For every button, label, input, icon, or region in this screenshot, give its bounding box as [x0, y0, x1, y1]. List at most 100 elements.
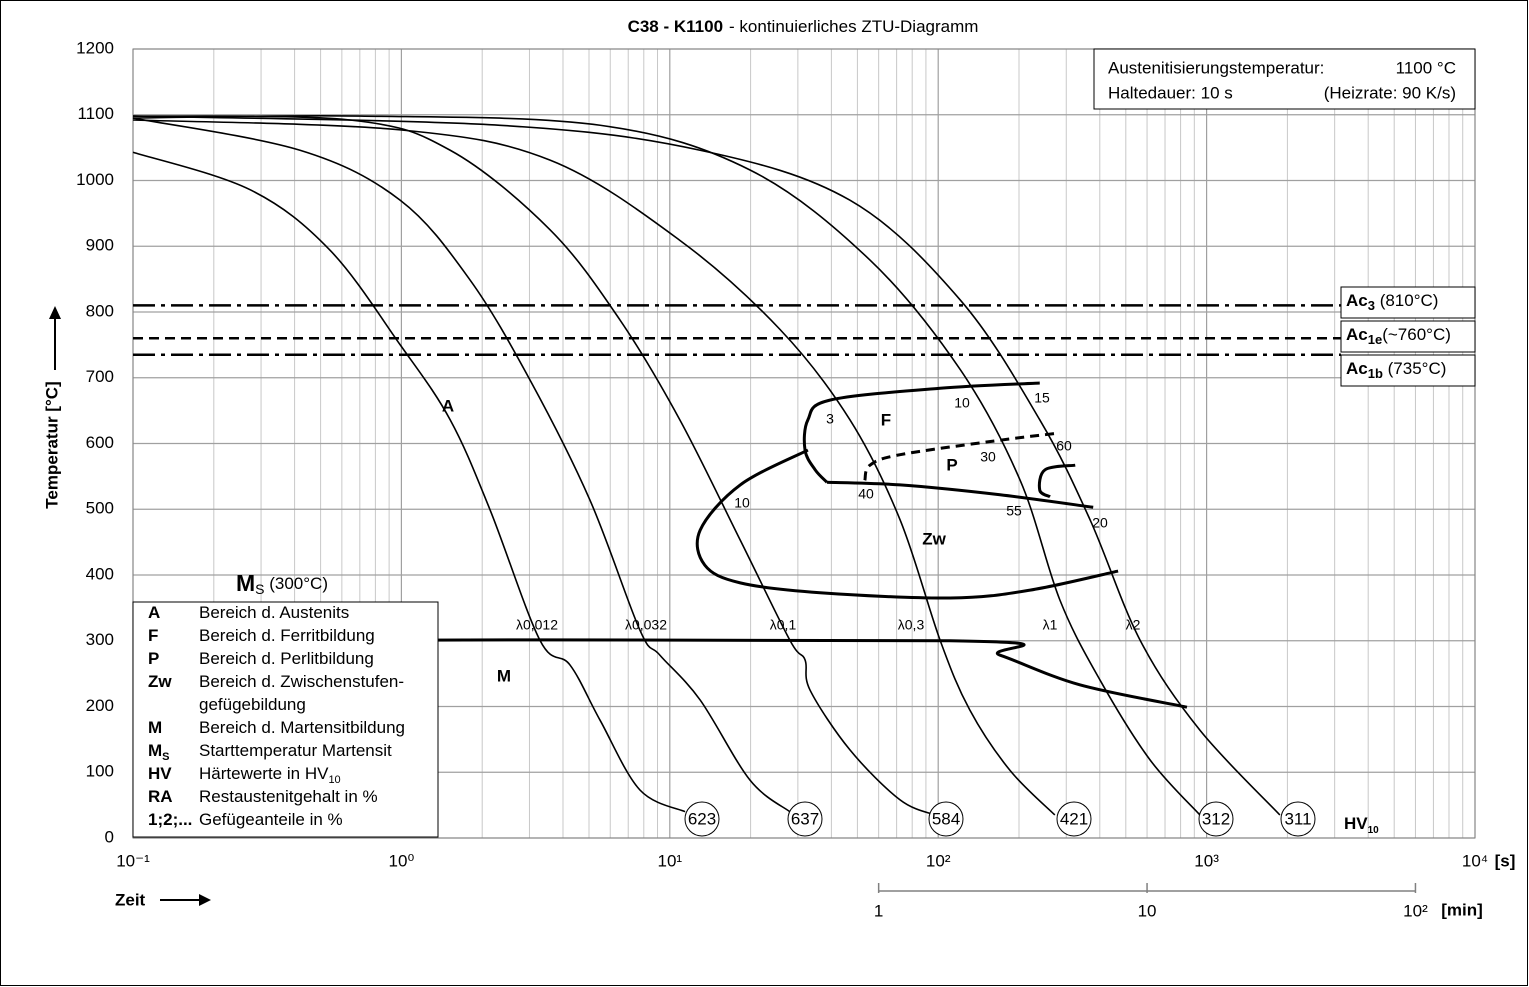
hardness-circle	[928, 801, 964, 837]
info-text: Austenitisierungstemperatur:	[1108, 58, 1324, 77]
legend-key: A	[148, 603, 160, 622]
legend-key-part: RA	[148, 787, 173, 806]
hardness-value: 637	[791, 809, 819, 828]
legend-key-part: HV	[148, 764, 172, 783]
info-text: Haltedauer: 10 s	[1108, 83, 1233, 102]
ms-label-part: S	[255, 581, 264, 597]
phase-label: 40	[858, 486, 874, 502]
legend-text: Gefügeanteile in %	[199, 810, 343, 829]
ac-box	[1340, 320, 1476, 353]
hardness-circle	[1056, 801, 1092, 837]
legend-text: gefügebildung	[199, 695, 306, 714]
legend-key-part: M	[148, 741, 162, 760]
legend-text-part: Bereich d. Perlitbildung	[199, 649, 374, 668]
ac-label-part: (~760°C)	[1382, 325, 1451, 344]
region-label: P	[946, 455, 957, 474]
legend-key: M	[148, 718, 162, 737]
legend-key-part: S	[162, 751, 169, 763]
legend-key-part: Zw	[148, 672, 172, 691]
y-tick-label: 300	[86, 630, 114, 649]
phase-label: 60	[1056, 438, 1072, 454]
legend-key: RA	[148, 787, 173, 806]
phase-label: 20	[1092, 515, 1108, 531]
ac-label-part: 1b	[1368, 366, 1383, 381]
phase-label: 3	[826, 411, 834, 427]
legend-key-part: M	[148, 718, 162, 737]
cooling-curve	[132, 115, 936, 816]
legend-text: Bereich d. Ferritbildung	[199, 626, 375, 645]
y-tick-label: 900	[86, 236, 114, 255]
cooling-curve	[132, 115, 1281, 816]
info-text: 1100 °C	[1396, 58, 1456, 77]
ac-label-part: Ac	[1346, 291, 1368, 310]
phase-label: 15	[1034, 390, 1050, 406]
x-axis-label: Zeit	[115, 890, 146, 909]
info-box	[1093, 48, 1476, 110]
plot-border	[132, 48, 1476, 839]
legend-key: P	[148, 649, 159, 668]
min-tick-label: 10²	[1403, 901, 1428, 920]
ac-label-part: (735°C)	[1383, 359, 1446, 378]
y-tick-label: 0	[105, 827, 114, 846]
cooling-curve	[132, 114, 1201, 816]
y-tick-label: 1100	[77, 104, 114, 123]
ac-box	[1340, 354, 1476, 387]
hardness-value: 584	[932, 809, 960, 828]
ac-label-part: Ac	[1346, 359, 1368, 378]
legend-text-part: 10	[328, 774, 340, 786]
legend-text-part: Bereich d. Zwischenstufen-	[199, 672, 404, 691]
hardness-circle	[1280, 801, 1316, 837]
phase-boundary	[695, 448, 1119, 600]
legend-key: HV	[148, 764, 172, 783]
y-tick-label: 100	[86, 762, 114, 781]
cooling-curve	[132, 151, 686, 813]
legend-key: MS	[148, 741, 170, 762]
legend-key-part: P	[148, 649, 159, 668]
legend-text: Restaustenitgehalt in %	[199, 787, 378, 806]
ac-box	[1340, 286, 1476, 319]
series-label: λ0,1	[770, 617, 797, 633]
phase-label: 10	[954, 395, 970, 411]
hardness-value: 623	[688, 809, 716, 828]
series-label: λ0,012	[516, 617, 558, 633]
legend-text-part: Härtewerte in HV	[199, 764, 329, 783]
y-tick-label: 800	[86, 301, 114, 320]
ac-label-part: (810°C)	[1375, 291, 1438, 310]
legend-text-part: Restaustenitgehalt in %	[199, 787, 378, 806]
title-part: C38 - K1100	[628, 17, 723, 36]
hardness-value: 421	[1060, 809, 1088, 828]
legend-text-part: Bereich d. Martensitbildung	[199, 718, 405, 737]
y-tick-label: 1000	[76, 170, 114, 189]
legend-text: Bereich d. Austenits	[199, 603, 349, 622]
y-axis-label: Temperatur [°C]	[42, 381, 61, 508]
legend-key-part: F	[148, 626, 158, 645]
legend-text: Bereich d. Zwischenstufen-	[199, 672, 404, 691]
overlay: 10⁻¹ 10⁰ 10¹ 10² 10³ 10⁴ 0 100 200 300 400 500 600 70…	[42, 17, 1515, 920]
legend-key: F	[148, 626, 158, 645]
legend-key: Zw	[148, 672, 172, 691]
phase-boundary	[802, 381, 1040, 484]
hardness-circle	[787, 801, 823, 837]
legend-key: 1;2;...	[148, 810, 192, 829]
hardness-value: 311	[1284, 809, 1311, 828]
y-tick-label: 400	[86, 564, 114, 583]
region-label: Zw	[922, 529, 946, 548]
hardness-unit-part: 10	[1368, 825, 1380, 836]
ac-label-part: 1e	[1368, 332, 1382, 347]
legend-text-part: Bereich d. Ferritbildung	[199, 626, 375, 645]
legend-text: Starttemperatur Martensit	[199, 741, 392, 760]
x-arrow-head	[199, 894, 211, 906]
x-unit: [s]	[1495, 851, 1516, 870]
ac-label: Ac1b (735°C)	[1346, 359, 1446, 381]
min-tick-label: 10	[1138, 901, 1157, 920]
phase-boundary	[1037, 463, 1076, 499]
legend-box	[132, 601, 439, 838]
y-tick-label: 700	[86, 367, 114, 386]
x-tick-label: 10²	[926, 851, 951, 870]
region-label: M	[497, 666, 511, 685]
chart-title: C38 - K1100 - kontinuierliches ZTU-Diagra…	[628, 17, 979, 36]
hardness-unit: HV10	[1344, 814, 1379, 835]
cooling-curve	[132, 117, 791, 813]
legend-text: Bereich d. Perlitbildung	[199, 649, 374, 668]
title-part: - kontinuierliches ZTU-Diagramm	[729, 17, 978, 36]
